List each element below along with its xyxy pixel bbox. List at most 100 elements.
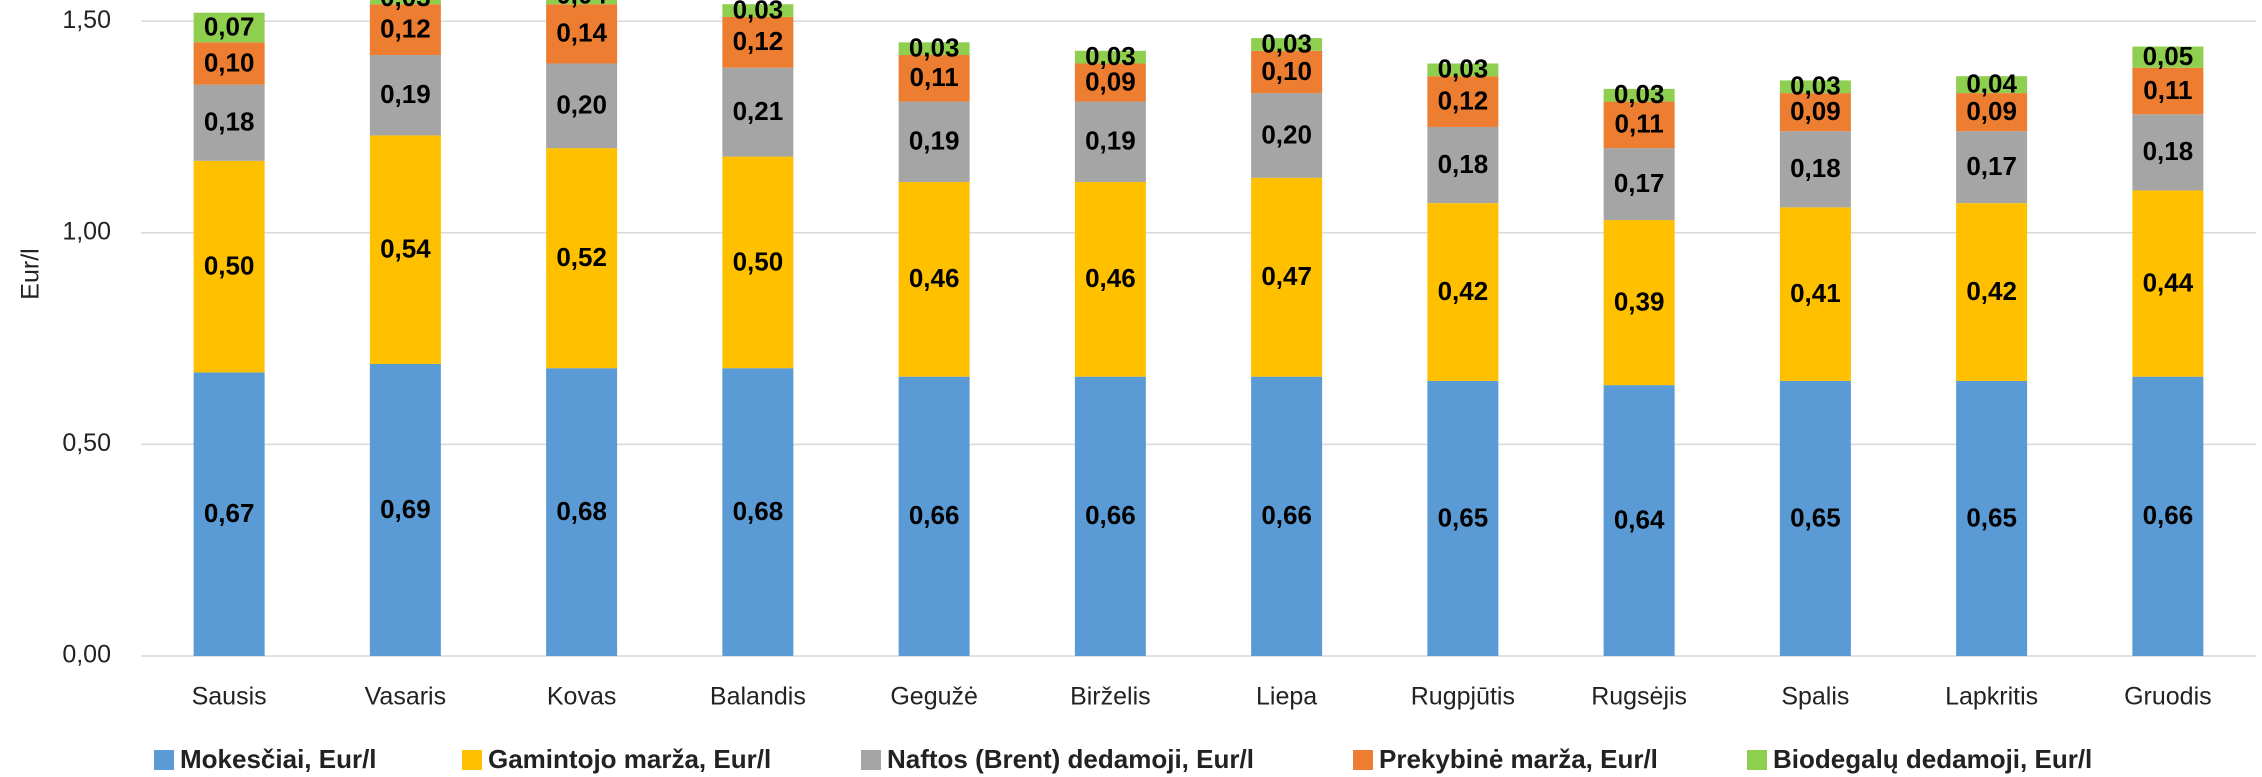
bar-segment <box>1603 148 1675 221</box>
x-tick-label: Rugpjūtis <box>1411 683 1515 711</box>
data-label: 0,11 <box>2143 75 2192 105</box>
bar-segment <box>193 160 265 373</box>
bar-segment <box>898 42 970 56</box>
bar-segment <box>546 63 618 149</box>
data-label: 0,09 <box>1790 96 1841 126</box>
data-label: 0,50 <box>204 251 255 281</box>
bar-segment <box>1251 38 1323 51</box>
bar-segment <box>1956 93 2028 132</box>
bar-segment <box>1427 380 1499 656</box>
bar-segment <box>1074 63 1146 102</box>
bar-segment <box>1074 181 1146 377</box>
bars <box>193 0 2204 656</box>
bar-segment <box>1779 207 1851 381</box>
data-label: 0,42 <box>1966 276 2017 306</box>
bar-segment <box>1779 80 1851 94</box>
bar-segment <box>369 4 441 56</box>
data-label: 0,07 <box>204 11 255 41</box>
data-label: 0,04 <box>1966 69 2017 99</box>
bar-segment <box>369 55 441 136</box>
data-label: 0,69 <box>380 494 431 524</box>
data-label: 0,66 <box>1085 500 1136 530</box>
bar-segment <box>2132 114 2204 191</box>
legend-swatch <box>1747 750 1767 770</box>
legend-label: Mokesčiai, Eur/l <box>180 744 377 774</box>
bar-segment <box>722 16 794 68</box>
bar-segment <box>898 181 970 377</box>
bar-segment <box>1956 131 2028 204</box>
data-label: 0,03 <box>1085 41 1136 71</box>
data-label: 0,54 <box>380 234 431 264</box>
data-label: 0,05 <box>2143 41 2194 71</box>
data-label: 0,12 <box>380 14 431 44</box>
legend-swatch <box>462 750 482 770</box>
bar-segment <box>1074 101 1146 182</box>
bar-segment <box>193 12 265 43</box>
bar-segment <box>1603 88 1675 102</box>
data-label: 0,39 <box>1614 286 1665 316</box>
x-tick-label: Rugsėjis <box>1591 683 1687 711</box>
data-label: 0,19 <box>380 79 431 109</box>
legend-label: Biodegalų dedamoji, Eur/l <box>1773 744 2092 774</box>
data-label: 0,66 <box>909 500 960 530</box>
y-tick-label: 0,00 <box>62 641 111 669</box>
x-tick-label: Balandis <box>710 683 806 711</box>
bar-segment <box>722 4 794 17</box>
bar-segment <box>369 0 441 5</box>
bar-segment <box>1603 220 1675 386</box>
bar-segment <box>1427 63 1499 77</box>
x-tick-label: Vasaris <box>365 683 447 711</box>
x-tick-label: Liepa <box>1256 683 1317 711</box>
data-label: 0,18 <box>1790 153 1841 183</box>
bar-segment <box>1427 76 1499 127</box>
bar-segment <box>193 42 265 85</box>
bar-segment <box>1427 126 1499 204</box>
value-labels: 0,670,500,180,100,070,690,540,190,120,03… <box>204 0 2194 534</box>
bar-segment <box>722 67 794 157</box>
legend-swatch <box>154 750 174 770</box>
data-label: 0,12 <box>1438 85 1489 115</box>
data-label: 0,64 <box>1614 504 1665 534</box>
bar-segment <box>1956 203 2028 381</box>
data-label: 0,21 <box>733 96 784 126</box>
legend: Mokesčiai, Eur/l Gamintojo marža, Eur/l Na… <box>154 744 2092 774</box>
y-tick-label: 1,50 <box>62 6 111 34</box>
bar-segment <box>898 376 970 656</box>
bar-segment <box>369 135 441 364</box>
data-label: 0,11 <box>910 62 959 92</box>
data-label: 0,68 <box>556 496 607 526</box>
data-label: 0,66 <box>1261 500 1312 530</box>
bar-segment <box>1603 385 1675 656</box>
data-label: 0,42 <box>1438 276 1489 306</box>
data-label: 0,18 <box>2143 136 2194 166</box>
data-label: 0,50 <box>733 246 784 276</box>
bar-segment <box>1251 50 1323 94</box>
data-label: 0,03 <box>380 0 431 12</box>
data-label: 0,03 <box>1261 28 1312 58</box>
bar-segment <box>898 101 970 182</box>
bar-segment <box>546 148 618 369</box>
x-tick-label: Birželis <box>1070 683 1151 711</box>
data-label: 0,18 <box>1438 149 1489 179</box>
data-label: 0,17 <box>1966 151 2017 181</box>
bar-segment <box>1427 203 1499 381</box>
x-tick-label: Gruodis <box>2124 683 2212 711</box>
y-tick-label: 0,50 <box>62 429 111 457</box>
axis: 0,00 0,50 1,00 1,50 Sausis Vasaris Kovas Baland… <box>62 6 2211 711</box>
data-label: 0,52 <box>556 242 607 272</box>
bar-segment <box>193 372 265 656</box>
data-label: 0,09 <box>1966 96 2017 126</box>
bar-segment <box>1779 93 1851 132</box>
bar-segment <box>2132 376 2204 656</box>
bar-segment <box>1074 50 1146 64</box>
y-tick-label: 1,00 <box>62 217 111 245</box>
y-axis-label: Eur/l <box>17 248 45 299</box>
data-label: 0,19 <box>909 126 960 156</box>
bar-segment <box>2132 190 2204 377</box>
data-label: 0,04 <box>556 0 607 10</box>
x-tick-label: Spalis <box>1781 683 1849 711</box>
data-label: 0,03 <box>1614 79 1665 109</box>
bar-segment <box>369 363 441 656</box>
grid <box>141 20 2256 657</box>
data-label: 0,20 <box>1261 119 1312 149</box>
